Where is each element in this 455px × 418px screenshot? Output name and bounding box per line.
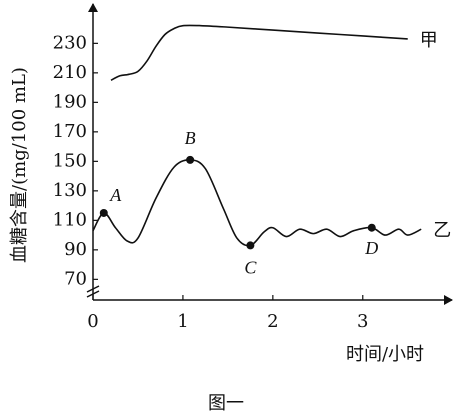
- y-tick-label: 150: [53, 150, 87, 171]
- series-label: 乙: [433, 220, 451, 241]
- caption: 图一: [208, 393, 244, 414]
- y-tick-label: 110: [53, 209, 87, 230]
- y-tick-label: 230: [53, 32, 87, 53]
- y-tick-label: 90: [64, 239, 87, 260]
- point: [246, 241, 255, 250]
- x-axis-label: 时间/小时: [346, 344, 424, 365]
- y-tick-label: 130: [53, 180, 87, 201]
- axis-break: [86, 285, 100, 298]
- y-tick-label: 70: [64, 268, 87, 289]
- point-label: A: [109, 185, 122, 205]
- point: [99, 208, 108, 217]
- x-tick-label: 0: [87, 311, 98, 332]
- point: [367, 223, 376, 232]
- point-label: B: [185, 128, 196, 148]
- x-tick-label: 3: [357, 311, 368, 332]
- y-axis-label: 血糖含量/(mg/100 mL): [9, 67, 30, 263]
- y-tick-label: 170: [53, 121, 87, 142]
- y-tick-label: 210: [53, 62, 87, 83]
- point-label: D: [364, 238, 378, 258]
- line: [92, 159, 422, 247]
- point-label: C: [244, 258, 257, 278]
- x-tick-label: 1: [177, 311, 188, 332]
- series-label: 甲: [420, 30, 438, 51]
- line: [110, 24, 408, 81]
- point: [186, 155, 195, 164]
- y-tick-label: 190: [53, 91, 87, 112]
- x-tick-label: 2: [267, 311, 278, 332]
